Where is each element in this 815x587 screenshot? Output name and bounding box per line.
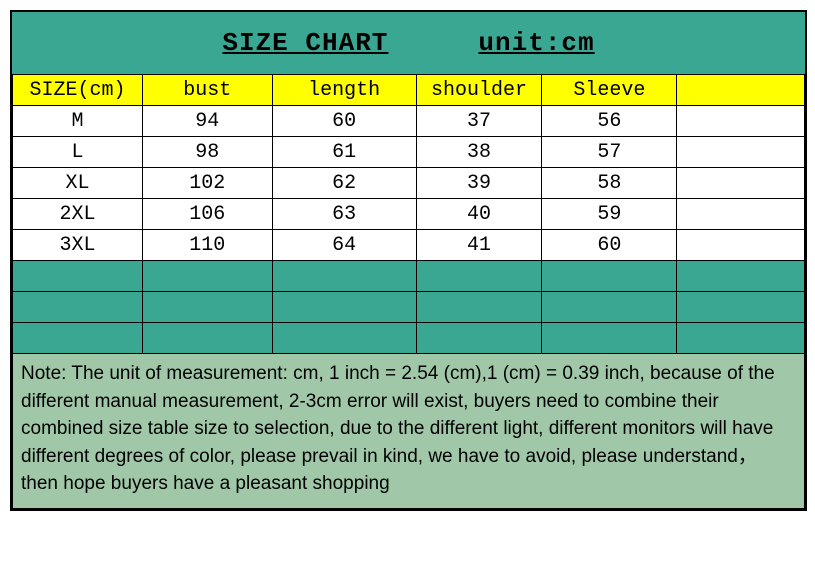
table-cell-empty <box>416 261 542 292</box>
size-table: SIZE(cm)bustlengthshoulderSleeve M946037… <box>12 74 805 509</box>
title-left: SIZE CHART <box>222 28 388 58</box>
table-cell-empty <box>272 292 416 323</box>
table-cell: 60 <box>272 106 416 137</box>
table-cell: 37 <box>416 106 542 137</box>
table-cell-empty <box>416 292 542 323</box>
table-cell-empty <box>542 292 677 323</box>
table-cell-empty <box>13 323 143 354</box>
note-text: Note: The unit of measurement: cm, 1 inc… <box>13 354 805 509</box>
table-cell: 106 <box>142 199 272 230</box>
table-cell-empty <box>142 261 272 292</box>
table-cell: 38 <box>416 137 542 168</box>
table-cell: 39 <box>416 168 542 199</box>
header-cell: bust <box>142 75 272 106</box>
table-cell-empty <box>677 323 805 354</box>
table-row-empty <box>13 323 805 354</box>
table-cell: 3XL <box>13 230 143 261</box>
table-cell: 2XL <box>13 199 143 230</box>
header-cell: shoulder <box>416 75 542 106</box>
table-cell: 110 <box>142 230 272 261</box>
table-cell: 94 <box>142 106 272 137</box>
table-cell-empty <box>272 261 416 292</box>
table-row: 2XL106634059 <box>13 199 805 230</box>
header-row: SIZE(cm)bustlengthshoulderSleeve <box>13 75 805 106</box>
table-cell-empty <box>542 261 677 292</box>
table-cell-empty <box>542 323 677 354</box>
table-cell: 59 <box>542 199 677 230</box>
table-cell: 62 <box>272 168 416 199</box>
table-cell <box>677 199 805 230</box>
table-row-empty <box>13 261 805 292</box>
header-cell <box>677 75 805 106</box>
table-cell: 58 <box>542 168 677 199</box>
table-row: M94603756 <box>13 106 805 137</box>
table-row: XL102623958 <box>13 168 805 199</box>
table-cell: XL <box>13 168 143 199</box>
table-cell: 102 <box>142 168 272 199</box>
table-cell <box>677 106 805 137</box>
table-cell: 40 <box>416 199 542 230</box>
table-cell: 61 <box>272 137 416 168</box>
table-cell <box>677 230 805 261</box>
header-cell: length <box>272 75 416 106</box>
table-cell-empty <box>677 292 805 323</box>
table-cell <box>677 168 805 199</box>
size-chart-container: SIZE CHART unit:cm SIZE(cm)bustlengthsho… <box>10 10 807 511</box>
table-cell-empty <box>272 323 416 354</box>
table-cell-empty <box>13 261 143 292</box>
table-cell: 57 <box>542 137 677 168</box>
table-cell-empty <box>13 292 143 323</box>
table-cell: 98 <box>142 137 272 168</box>
note-row: Note: The unit of measurement: cm, 1 inc… <box>13 354 805 509</box>
table-row-empty <box>13 292 805 323</box>
table-cell: 41 <box>416 230 542 261</box>
header-cell: Sleeve <box>542 75 677 106</box>
table-cell-empty <box>416 323 542 354</box>
table-cell: 63 <box>272 199 416 230</box>
table-cell <box>677 137 805 168</box>
table-cell: 56 <box>542 106 677 137</box>
table-cell-empty <box>142 323 272 354</box>
table-cell: 60 <box>542 230 677 261</box>
title-row: SIZE CHART unit:cm <box>12 12 805 74</box>
table-row: 3XL110644160 <box>13 230 805 261</box>
table-cell-empty <box>677 261 805 292</box>
table-cell: 64 <box>272 230 416 261</box>
table-cell: M <box>13 106 143 137</box>
table-row: L98613857 <box>13 137 805 168</box>
table-cell: L <box>13 137 143 168</box>
table-cell-empty <box>142 292 272 323</box>
title-right: unit:cm <box>478 28 594 58</box>
header-cell: SIZE(cm) <box>13 75 143 106</box>
